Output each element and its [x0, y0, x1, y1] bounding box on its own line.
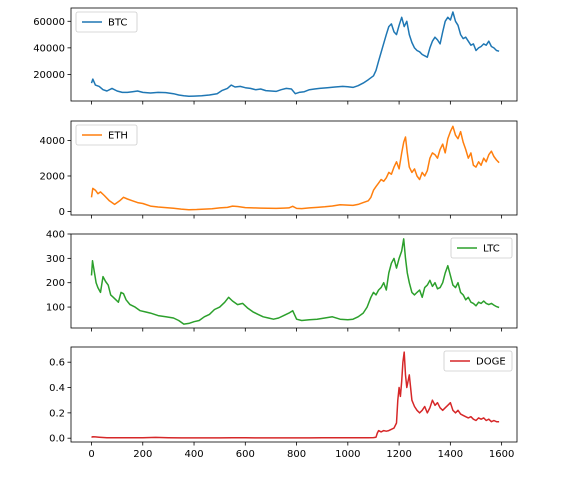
- x-tick-label: 1000: [335, 449, 360, 460]
- x-tick-label: 400: [184, 449, 203, 460]
- series-line-eth: [92, 126, 500, 209]
- y-tick-label: 20000: [33, 70, 65, 81]
- y-tick-label: 40000: [33, 43, 65, 54]
- x-tick-label: 1200: [386, 449, 411, 460]
- legend: DOGE: [444, 351, 512, 371]
- legend-label: BTC: [108, 18, 127, 29]
- y-tick-label: 0.4: [49, 383, 65, 394]
- subplot-ltc: 100 200 300 400 LTC: [46, 230, 517, 332]
- series-line-btc: [92, 12, 500, 96]
- x-tick-label: 200: [133, 449, 152, 460]
- y-tick-label: 300: [46, 254, 65, 265]
- x-tick-label: 1400: [438, 449, 463, 460]
- subplot-btc: 20000 40000 60000 BTC: [33, 8, 517, 105]
- y-tick-label: 400: [46, 230, 65, 241]
- legend: BTC: [76, 12, 137, 32]
- axes-frame: [71, 8, 517, 101]
- y-tick-label: 60000: [33, 17, 65, 28]
- y-tick-label: 200: [46, 278, 65, 289]
- y-tick-label: 4000: [40, 136, 65, 147]
- x-tick-label: 800: [287, 449, 306, 460]
- y-tick-label: 0.6: [49, 358, 65, 369]
- series-line-ltc: [92, 239, 500, 324]
- series-line-doge: [92, 352, 500, 438]
- legend-label: LTC: [483, 244, 500, 255]
- subplot-doge: 0.0 0.2 0.4 0.6 0 200 400 600 800 1000 1200 1400 160…: [49, 347, 517, 460]
- y-tick-label: 0.0: [49, 434, 65, 445]
- legend: LTC: [451, 238, 512, 258]
- y-tick-label: 100: [46, 303, 65, 314]
- legend: ETH: [76, 125, 137, 145]
- subplot-eth: 0 2000 4000 ETH: [40, 121, 517, 219]
- y-tick-label: 0: [59, 207, 65, 218]
- y-tick-label: 2000: [40, 171, 65, 182]
- x-tick-label: 1600: [489, 449, 514, 460]
- legend-label: DOGE: [476, 357, 506, 368]
- axes-frame: [71, 121, 517, 215]
- legend-label: ETH: [108, 131, 128, 142]
- x-tick-label: 0: [88, 449, 94, 460]
- x-tick-label: 600: [236, 449, 255, 460]
- y-tick-label: 0.2: [49, 408, 65, 419]
